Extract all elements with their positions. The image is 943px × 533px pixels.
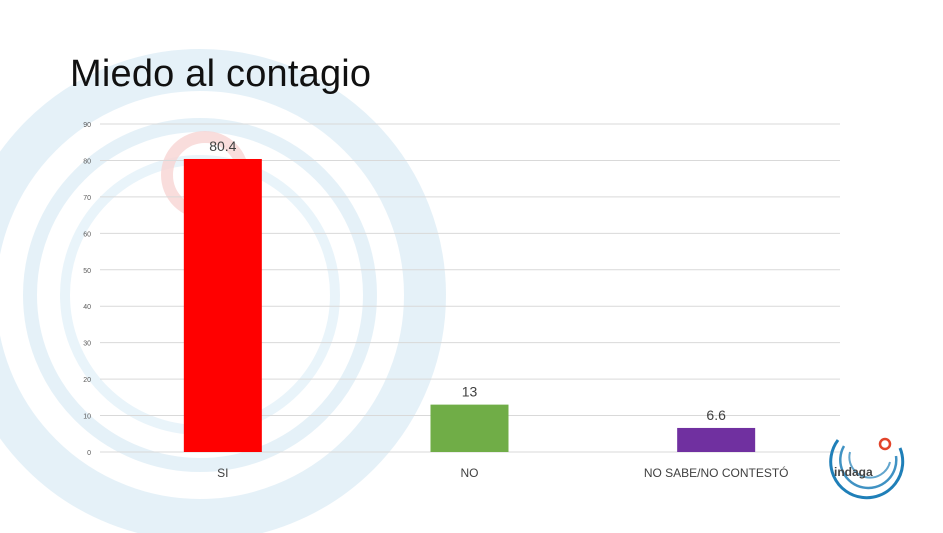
indaga-logo: indaga <box>829 437 905 500</box>
data-labels: 80.4 13 6.6 <box>209 138 726 423</box>
logo-arc-inner <box>848 451 891 479</box>
y-tick-label: 50 <box>83 268 91 275</box>
logo-text: indaga <box>834 465 873 479</box>
y-tick-label: 10 <box>83 414 91 421</box>
logo-dot <box>878 437 892 451</box>
bar <box>430 404 509 452</box>
y-tick-label: 0 <box>87 450 91 457</box>
slide-title: Miedo al contagio <box>70 53 372 95</box>
x-tick-label: SI <box>217 466 228 480</box>
x-axis-category-labels: SI NO NO SABE/NO CONTESTÓ <box>217 465 788 480</box>
y-tick-label: 90 <box>83 122 91 129</box>
x-tick-label: NO <box>461 466 479 480</box>
decor-ring-outer <box>0 49 446 533</box>
bar <box>677 427 756 452</box>
data-label: 80.4 <box>209 138 236 154</box>
decor-ring-middle <box>23 118 377 472</box>
y-tick-label: 60 <box>83 231 91 238</box>
x-tick-label: NO SABE/NO CONTESTÓ <box>644 465 789 480</box>
y-tick-label: 40 <box>83 304 91 311</box>
y-tick-label: 30 <box>83 341 91 348</box>
bar <box>183 158 262 452</box>
logo-arc-outer <box>829 439 905 500</box>
y-tick-label: 20 <box>83 377 91 384</box>
y-tick-label: 80 <box>83 158 91 165</box>
data-label: 6.6 <box>706 407 726 423</box>
data-label: 13 <box>462 384 478 400</box>
y-axis-tick-labels: 0 10 20 30 40 50 60 70 80 90 <box>83 122 91 457</box>
logo-arc-middle <box>839 445 898 490</box>
chart-bars <box>183 158 756 452</box>
y-tick-label: 70 <box>83 195 91 202</box>
